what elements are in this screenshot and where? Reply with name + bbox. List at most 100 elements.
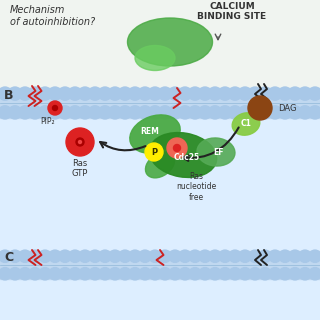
Circle shape [249,268,261,280]
Circle shape [318,106,320,119]
Text: P: P [151,148,157,156]
Circle shape [169,268,181,280]
Circle shape [49,250,61,262]
Circle shape [168,106,182,119]
Circle shape [238,87,252,100]
Circle shape [188,106,202,119]
Circle shape [38,87,52,100]
Circle shape [249,250,261,262]
Circle shape [139,268,151,280]
Circle shape [59,268,71,280]
Circle shape [248,106,262,119]
Circle shape [108,87,122,100]
Circle shape [0,250,11,262]
Circle shape [189,250,201,262]
Circle shape [319,250,320,262]
Circle shape [229,268,241,280]
Ellipse shape [127,18,212,66]
Circle shape [0,268,11,280]
Circle shape [19,87,32,100]
Circle shape [49,268,61,280]
Circle shape [129,250,141,262]
Circle shape [209,268,221,280]
Circle shape [66,128,94,156]
Text: REM: REM [140,126,159,135]
Circle shape [68,87,82,100]
Circle shape [139,106,152,119]
Circle shape [28,106,42,119]
Circle shape [239,268,251,280]
Circle shape [198,87,212,100]
Circle shape [259,268,271,280]
Circle shape [308,87,320,100]
Circle shape [279,250,291,262]
Text: PIP₂: PIP₂ [41,117,55,126]
Circle shape [208,106,222,119]
Circle shape [19,106,32,119]
Circle shape [248,87,262,100]
Circle shape [78,106,92,119]
Circle shape [19,268,31,280]
Circle shape [28,87,42,100]
Circle shape [319,268,320,280]
Circle shape [309,250,320,262]
Bar [0,88,320,118]
Circle shape [148,106,162,119]
Circle shape [128,106,142,119]
Circle shape [79,250,91,262]
Ellipse shape [197,138,235,166]
Circle shape [39,250,51,262]
Circle shape [269,250,281,262]
Text: C1: C1 [241,118,252,127]
Circle shape [208,87,222,100]
Circle shape [168,87,182,100]
Circle shape [229,250,241,262]
Circle shape [298,106,312,119]
Circle shape [278,87,292,100]
Circle shape [167,138,187,158]
Text: Mechanism
of autoinhibition?: Mechanism of autoinhibition? [10,5,95,27]
Ellipse shape [146,152,174,178]
Circle shape [268,87,282,100]
Circle shape [158,106,172,119]
Circle shape [289,250,301,262]
Circle shape [148,87,162,100]
Circle shape [89,250,101,262]
Circle shape [139,250,151,262]
Circle shape [199,250,211,262]
Text: EF: EF [213,148,223,156]
Circle shape [139,87,152,100]
Circle shape [308,106,320,119]
Circle shape [279,268,291,280]
Circle shape [268,106,282,119]
Circle shape [248,96,272,120]
Circle shape [169,250,181,262]
Circle shape [269,268,281,280]
Circle shape [118,87,132,100]
Bar [0,251,320,279]
Circle shape [0,250,1,262]
Circle shape [89,268,101,280]
Circle shape [149,268,161,280]
Circle shape [88,87,102,100]
Circle shape [145,143,163,161]
Circle shape [108,106,122,119]
Circle shape [0,87,12,100]
Bar [0,89,320,250]
Circle shape [9,250,21,262]
Circle shape [309,268,320,280]
Circle shape [29,250,41,262]
Circle shape [238,106,252,119]
Ellipse shape [135,45,175,70]
Ellipse shape [149,132,217,178]
Circle shape [219,250,231,262]
Circle shape [0,87,2,100]
Circle shape [99,87,112,100]
Circle shape [179,87,192,100]
Bar [0,250,320,320]
Circle shape [119,268,131,280]
Text: B: B [4,89,13,102]
Circle shape [68,106,82,119]
Circle shape [219,106,232,119]
Circle shape [39,268,51,280]
